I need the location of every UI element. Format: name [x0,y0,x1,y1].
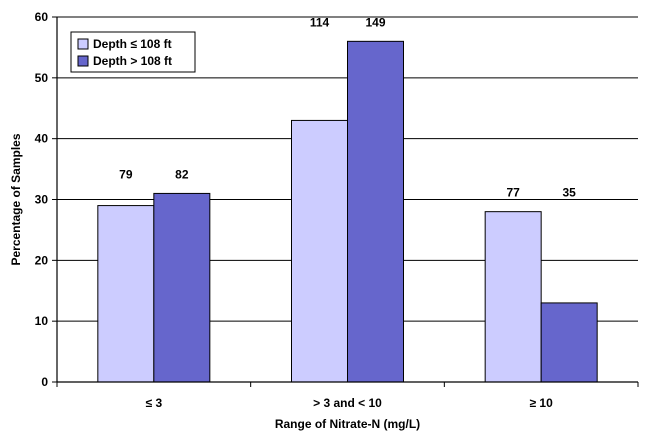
data-label: 82 [175,167,189,181]
bar-deep [347,40,404,383]
legend: Depth ≤ 108 ft Depth > 108 ft [70,31,196,73]
bar-shallow [484,211,542,383]
y-tick-label: 40 [35,132,49,146]
legend-label-deep: Depth > 108 ft [93,54,172,68]
legend-box [70,31,196,73]
data-label: 149 [365,15,385,29]
y-ticks: 0 10 20 30 40 50 60 [35,10,57,389]
data-label: 114 [310,15,330,29]
legend-swatch-deep [77,55,89,67]
bar-shallow [97,205,155,383]
bar-shallow [291,119,348,383]
bar-deep [540,302,598,383]
legend-swatch-shallow [77,38,89,50]
y-tick-label: 20 [35,253,49,267]
legend-label-shallow: Depth ≤ 108 ft [93,37,172,51]
x-tick-label: ≤ 3 [146,396,163,410]
data-label: 35 [562,186,576,200]
y-tick-label: 30 [35,193,49,207]
y-tick-label: 60 [35,10,49,24]
data-label: 77 [506,186,520,200]
bars [97,40,598,383]
y-axis-title: Percentage of Samples [9,133,23,265]
x-tick-label: > 3 and < 10 [313,396,382,410]
y-tick-label: 10 [35,314,49,328]
y-tick-label: 0 [41,375,48,389]
bar-deep [153,192,211,383]
data-label: 79 [119,167,133,181]
data-labels: 79 82 114 149 77 35 [119,15,576,199]
x-axis-title: Range of Nitrate-N (mg/L) [275,417,420,431]
y-tick-label: 50 [35,71,49,85]
x-tick-label: ≥ 10 [530,396,554,410]
x-ticks: ≤ 3 > 3 and < 10 ≥ 10 [56,382,639,410]
